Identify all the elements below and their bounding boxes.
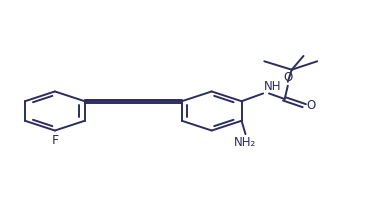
Text: NH: NH xyxy=(264,80,282,93)
Text: O: O xyxy=(307,99,316,112)
Text: NH₂: NH₂ xyxy=(234,136,257,149)
Text: O: O xyxy=(283,71,292,84)
Text: F: F xyxy=(51,134,58,147)
